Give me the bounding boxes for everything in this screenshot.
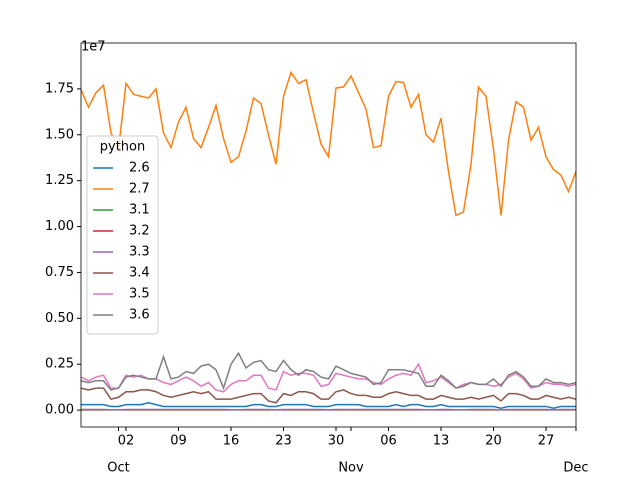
x-tick-label: 30 (328, 434, 345, 449)
x-tick-label: 13 (433, 434, 450, 449)
y-offset-label: 1e7 (81, 40, 106, 55)
legend-label: 2.6 (129, 161, 150, 176)
x-major-tick-label: Oct (107, 461, 129, 476)
series-line (81, 401, 576, 410)
y-tick-label: 0.25 (45, 357, 74, 372)
axes-frame (80, 42, 577, 428)
legend-label: 3.6 (129, 308, 150, 323)
legend-box (86, 135, 159, 335)
legend-label: 3.2 (129, 224, 150, 239)
x-tick-label: 09 (170, 434, 187, 449)
legend-title: python (100, 140, 145, 155)
y-tick-label: 0.75 (45, 265, 74, 280)
series-line (81, 351, 576, 391)
y-tick-label: 1.00 (45, 219, 74, 234)
legend-label: 3.5 (129, 287, 150, 302)
y-tick-label: 1.25 (45, 173, 74, 188)
y-tick-label: 0.50 (45, 311, 74, 326)
x-tick-label: 20 (485, 434, 502, 449)
x-tick-label: 16 (223, 434, 240, 449)
x-tick-label: 06 (380, 434, 397, 449)
legend-label: 2.7 (129, 182, 150, 197)
x-major-tick-label: Nov (338, 461, 364, 476)
y-tick-label: 1.75 (45, 81, 74, 96)
x-tick-label: 27 (538, 434, 555, 449)
legend-label: 3.4 (129, 266, 150, 281)
series-line (81, 387, 576, 404)
series-line (81, 362, 576, 393)
legend-label: 3.3 (129, 245, 150, 260)
y-tick-label: 1.50 (45, 127, 74, 142)
series-line (81, 70, 576, 217)
x-tick-label: 23 (275, 434, 292, 449)
x-tick-label: 02 (118, 434, 135, 449)
x-major-tick-label: Dec (563, 461, 588, 476)
y-tick-label: 0.00 (45, 403, 74, 418)
legend-label: 3.1 (129, 203, 150, 218)
